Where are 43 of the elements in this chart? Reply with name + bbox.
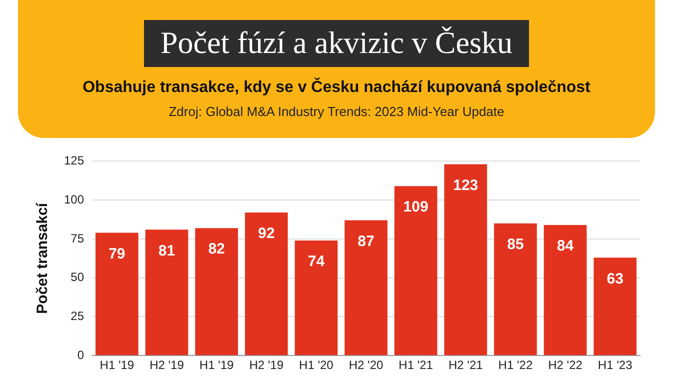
text: Zdroj: Global M&A Industry Trends: 2023 Mid-Year Update	[168, 104, 506, 119]
x-tick-label: H2 '20	[348, 358, 384, 372]
x-tick-label: H2 '19	[249, 358, 284, 372]
x-tick-label: H2 '21	[448, 358, 484, 372]
bar	[594, 258, 637, 356]
bar	[344, 220, 388, 356]
bar	[96, 232, 138, 356]
x-tick-label: H1 '22	[498, 358, 533, 372]
data-label: 74	[308, 253, 326, 270]
y-tick-label: 25	[70, 309, 84, 324]
bar	[195, 228, 238, 356]
x-tick-label: H1 '23	[598, 358, 633, 372]
data-label: 123	[453, 176, 478, 194]
y-tick-label: 0	[77, 348, 84, 362]
bar	[494, 223, 537, 356]
bar	[444, 164, 488, 356]
bar	[294, 240, 338, 356]
x-tick-label: H1 '19	[100, 358, 134, 372]
bar	[394, 186, 438, 356]
y-tick-label: 100	[64, 192, 84, 206]
bar	[544, 224, 587, 356]
bar	[145, 230, 188, 356]
data-label: 63	[606, 270, 624, 288]
data-label: 84	[556, 238, 574, 255]
chart-subtitle: Obsahuje transakce, kdy se v Česku nachází kupovaná společnost	[82, 79, 592, 97]
data-label: 92	[258, 225, 275, 242]
data-label: 79	[108, 245, 126, 262]
x-tick-label: H1 '19	[199, 358, 234, 372]
y-tick-label: 75	[70, 231, 84, 246]
data-label: 82	[208, 240, 225, 258]
data-label: 85	[507, 236, 524, 254]
bar	[244, 212, 288, 356]
y-axis-title: Počet transakcí	[34, 202, 52, 314]
data-label: 109	[403, 198, 428, 216]
y-tick-label: 50	[70, 270, 84, 284]
x-tick-label: H1 '20	[299, 358, 334, 372]
chart-title: Počet fúzí a akvizic v Česku	[144, 20, 529, 67]
y-tick-label: 125	[64, 154, 84, 168]
x-tick-label: H1 '21	[398, 358, 434, 372]
x-tick-label: H2 '19	[150, 358, 184, 372]
data-label: 81	[158, 242, 176, 260]
data-label: 87	[358, 232, 374, 250]
x-tick-label: H2 '22	[548, 358, 583, 372]
